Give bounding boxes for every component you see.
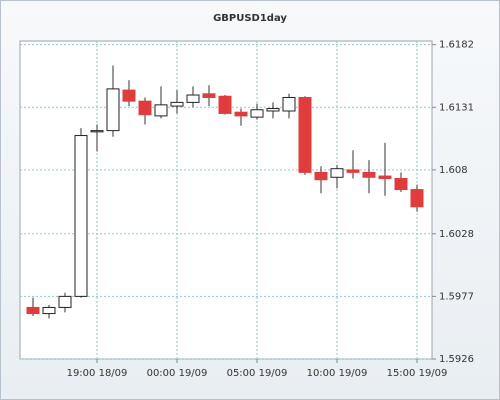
candle-body	[362, 171, 376, 178]
y-tick-label: 1.6131	[439, 102, 474, 113]
candle-body	[314, 171, 328, 181]
candle-body	[282, 96, 296, 112]
y-tick-label: 1.6182	[439, 40, 474, 51]
y-tick-label: 1.6028	[439, 229, 474, 240]
y-tick-label: 1.608	[439, 165, 468, 176]
y-tick-label: 1.5926	[439, 354, 474, 365]
x-tick-label: 05:00 19/09	[227, 368, 288, 379]
candle-body	[266, 108, 280, 112]
candle-body	[90, 130, 104, 133]
candle-body	[346, 169, 360, 173]
candle-body	[74, 135, 88, 297]
y-tick-label: 1.5977	[439, 291, 474, 302]
candle-body	[170, 101, 184, 107]
plot-area	[19, 40, 433, 360]
candle-body	[410, 189, 424, 208]
candle-body	[58, 295, 72, 308]
candle-body	[202, 93, 216, 98]
plot-layer: 1.5926 1.5977 1.6028 1.608 1.6131 1.6182 19:00…	[20, 40, 474, 379]
x-tick-label: 10:00 19/09	[307, 368, 368, 379]
candle-body	[298, 96, 312, 173]
candle-body	[138, 100, 152, 116]
x-tick-label: 00:00 19/09	[147, 368, 208, 379]
candle-body	[234, 111, 248, 117]
candle-body	[394, 178, 408, 191]
candle-body	[378, 175, 392, 180]
candle-body	[186, 94, 200, 103]
x-tick-label: 19:00 18/09	[67, 368, 128, 379]
candle-body	[42, 306, 56, 315]
candle-body	[26, 306, 40, 315]
candle-body	[330, 168, 344, 178]
candle-body	[218, 95, 232, 114]
x-tick-label: 15:00 19/09	[387, 368, 448, 379]
candle-body	[154, 104, 168, 117]
candle-body	[122, 89, 136, 102]
candle-body	[250, 109, 264, 118]
candle-body	[106, 88, 120, 132]
chart-title: GBPUSD1day	[213, 13, 287, 24]
